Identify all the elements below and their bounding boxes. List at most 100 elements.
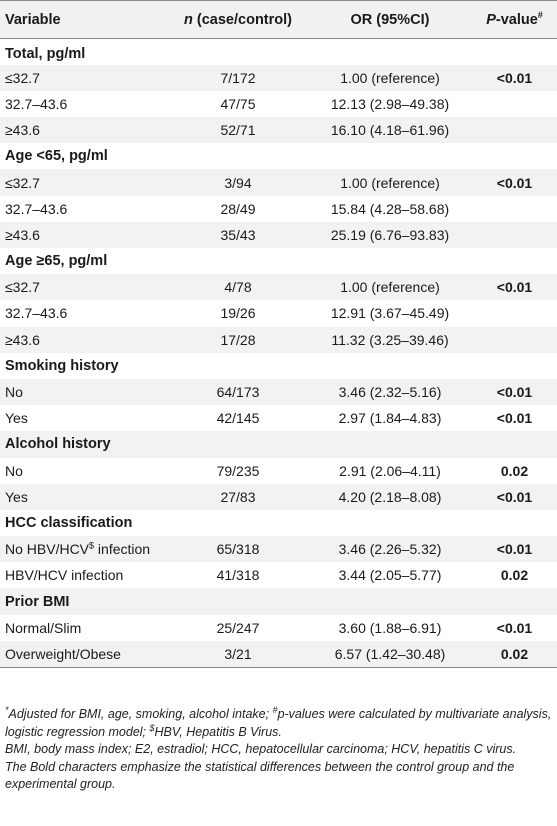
cell-variable: Normal/Slim: [0, 615, 168, 641]
header-n: n (case/control): [168, 0, 308, 39]
cell-variable-text: Yes: [5, 410, 28, 427]
cell-or: 25.19 (6.76–93.83): [308, 221, 472, 248]
group-title: Alcohol history: [0, 431, 557, 458]
cell-variable-sup: $: [89, 540, 95, 551]
table-row: ≥43.6 35/43 25.19 (6.76–93.83): [0, 221, 557, 248]
footnote-3: The Bold characters emphasize the statis…: [5, 759, 515, 792]
cell-or: 1.00 (reference): [308, 274, 472, 301]
cell-variable-text: ≥43.6: [5, 226, 40, 243]
group-row: Age ≥65, pg/ml: [0, 248, 557, 274]
table-row: ≤32.7 7/172 1.00 (reference) <0.01: [0, 64, 557, 91]
group-row: Smoking history: [0, 353, 557, 379]
cell-or: 1.00 (reference): [308, 169, 472, 196]
header-p-italic: P: [486, 11, 496, 28]
table-row: ≤32.7 3/94 1.00 (reference) <0.01: [0, 169, 557, 196]
cell-n: 64/173: [168, 378, 308, 406]
cell-variable-text: ≤32.7: [5, 174, 40, 191]
table-body: Total, pg/ml ≤32.7 7/172 1.00 (reference) <0…: [0, 39, 557, 668]
table-row: No 79/235 2.91 (2.06–4.11) 0.02: [0, 458, 557, 484]
table-row: ≥43.6 17/28 11.32 (3.25–39.46): [0, 326, 557, 353]
cell-variable: No: [0, 378, 168, 406]
cell-variable: Yes: [0, 483, 168, 510]
table-row: Yes 42/145 2.97 (1.84–4.83) <0.01: [0, 405, 557, 431]
cell-variable: 32.7–43.6: [0, 91, 168, 117]
cell-variable: ≤32.7: [0, 169, 168, 196]
cell-variable: Overweight/Obese: [0, 640, 168, 668]
cell-variable: No: [0, 458, 168, 484]
cell-n: 65/318: [168, 536, 308, 563]
table-row: Yes 27/83 4.20 (2.18–8.08) <0.01: [0, 483, 557, 510]
group-row: HCC classification: [0, 510, 557, 536]
cell-variable: ≤32.7: [0, 274, 168, 301]
cell-p-value: <0.01: [472, 378, 557, 406]
cell-variable-after: infection: [94, 541, 151, 558]
footnote-1: *Adjusted for BMI, age, smoking, alcohol…: [5, 704, 553, 741]
cell-variable-text: Yes: [5, 488, 28, 505]
cell-p-value: <0.01: [472, 483, 557, 510]
table-row: Normal/Slim 25/247 3.60 (1.88–6.91) <0.01: [0, 615, 557, 641]
cell-variable: ≥43.6: [0, 117, 168, 144]
cell-n: 3/94: [168, 169, 308, 196]
table-row: ≥43.6 52/71 16.10 (4.18–61.96): [0, 117, 557, 144]
cell-variable: ≥43.6: [0, 326, 168, 353]
cell-or: 3.44 (2.05–5.77): [338, 567, 442, 584]
cell-p-value: [472, 117, 557, 144]
cell-n: 19/26: [220, 305, 256, 322]
cell-variable-text: ≥43.6: [5, 122, 40, 139]
cell-or: 12.91 (3.67–45.49): [330, 305, 450, 322]
cell-p-value: <0.01: [472, 64, 557, 91]
cell-n: 52/71: [168, 117, 308, 144]
cell-variable-text: 32.7–43.6: [5, 305, 68, 322]
header-row: Variable n (case/control) OR (95%CI) P-v…: [0, 0, 557, 39]
cell-variable-text: No: [5, 384, 23, 401]
group-title: Age <65, pg/ml: [5, 148, 108, 165]
group-title: Smoking history: [5, 357, 119, 374]
cell-p-value: <0.01: [496, 410, 533, 427]
table-row: 32.7–43.6 47/75 12.13 (2.98–49.38): [0, 91, 557, 117]
footnote-2: BMI, body mass index; E2, estradiol; HCC…: [5, 742, 517, 756]
cell-or: 1.00 (reference): [308, 64, 472, 91]
group-title: Prior BMI: [0, 588, 557, 615]
cell-variable-text: Overweight/Obese: [5, 645, 121, 662]
cell-n: 27/83: [168, 483, 308, 510]
odds-ratio-table: Variable n (case/control) OR (95%CI) P-v…: [0, 0, 557, 668]
cell-n: 42/145: [216, 410, 260, 427]
table-row: HBV/HCV infection 41/318 3.44 (2.05–5.77) 0…: [0, 562, 557, 588]
cell-p-value: [472, 221, 557, 248]
cell-variable-text: No: [5, 462, 23, 479]
cell-variable: Yes: [0, 405, 168, 431]
cell-or: 3.46 (2.32–5.16): [308, 378, 472, 406]
cell-n: 25/247: [216, 619, 260, 636]
table-row: No 64/173 3.46 (2.32–5.16) <0.01: [0, 378, 557, 406]
cell-or: 4.20 (2.18–8.08): [308, 483, 472, 510]
cell-or: 2.97 (1.84–4.83): [338, 410, 442, 427]
header-p-value: P-value#: [472, 0, 557, 39]
cell-n: 28/49: [220, 200, 256, 217]
table-row: ≤32.7 4/78 1.00 (reference) <0.01: [0, 274, 557, 301]
header-or: OR (95%CI): [308, 0, 472, 39]
cell-p-value: 0.02: [500, 567, 529, 584]
footnote-star: *: [5, 704, 9, 715]
cell-p-value: <0.01: [472, 536, 557, 563]
cell-or: 3.60 (1.88–6.91): [338, 619, 442, 636]
cell-n: 7/172: [168, 64, 308, 91]
cell-variable-text: HBV/HCV infection: [5, 567, 124, 584]
cell-variable: 32.7–43.6: [0, 196, 168, 222]
cell-n: 41/318: [216, 567, 260, 584]
cell-variable-text: ≥43.6: [5, 331, 40, 348]
cell-n: 17/28: [168, 326, 308, 353]
cell-n: 4/78: [168, 274, 308, 301]
group-row: Age <65, pg/ml: [0, 143, 557, 169]
header-n-italic: n: [184, 11, 193, 28]
cell-or: 15.84 (4.28–58.68): [330, 200, 450, 217]
cell-or: 12.13 (2.98–49.38): [330, 95, 450, 112]
cell-or: 3.46 (2.26–5.32): [308, 536, 472, 563]
cell-n: 3/21: [168, 640, 308, 668]
cell-p-value: <0.01: [496, 619, 533, 636]
footnote-hash: #: [272, 704, 278, 715]
cell-n: 35/43: [168, 221, 308, 248]
header-variable: Variable: [0, 0, 168, 39]
group-row: Alcohol history: [0, 431, 557, 458]
header-n-suffix: (case/control): [192, 11, 292, 28]
group-row: Total, pg/ml: [0, 39, 557, 65]
